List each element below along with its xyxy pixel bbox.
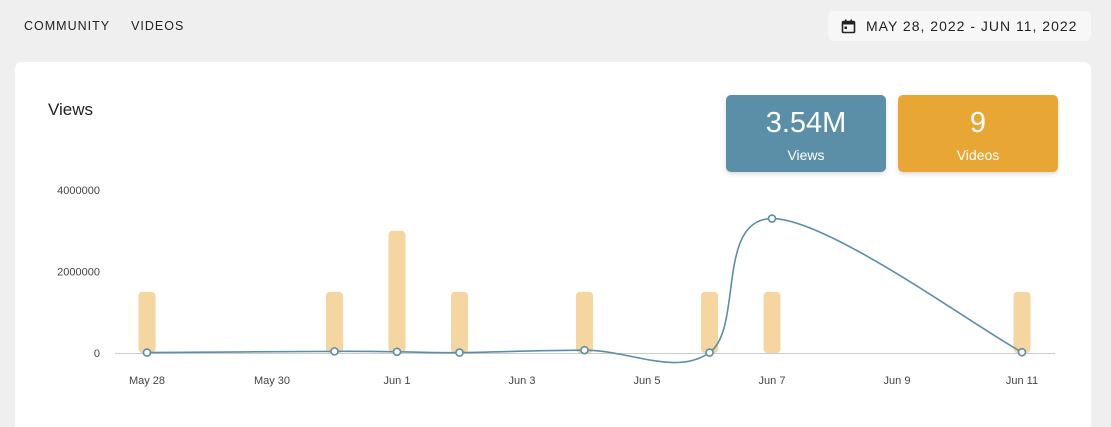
line-point (330, 347, 339, 356)
calendar-icon (841, 19, 856, 34)
views-stat-label: Views (787, 147, 825, 163)
date-range-picker[interactable]: MAY 28, 2022 - JUN 11, 2022 (828, 11, 1091, 41)
top-nav: COMMUNITY VIDEOS (24, 19, 184, 33)
x-tick-label: Jun 11 (1006, 375, 1038, 387)
x-tick-label: Jun 1 (384, 375, 411, 387)
views-stat-tile: 3.54M Views (726, 95, 886, 172)
line-point (1017, 347, 1027, 357)
views-card: Views 3.54M Views 9 Videos 0 2000000 40000… (15, 62, 1091, 427)
y-tick-label: 4000000 (57, 185, 100, 197)
bar (701, 291, 718, 353)
line-point (142, 348, 152, 357)
x-tick-label: Jun 3 (509, 375, 536, 387)
line-point (767, 214, 777, 223)
views-stat-value: 3.54M (765, 107, 847, 139)
bar (763, 291, 781, 353)
videos-stat-tile: 9 Videos (898, 95, 1058, 172)
bar (388, 230, 406, 353)
nav-link-videos[interactable]: VIDEOS (131, 19, 185, 33)
date-range-label: MAY 28, 2022 - JUN 11, 2022 (866, 18, 1078, 34)
line-point (392, 347, 402, 357)
views-chart: 0 2000000 4000000 May 28 May 30 Jun 1 Jun 3 Jun… (57, 185, 1055, 387)
bar (138, 291, 156, 353)
bar (576, 291, 593, 353)
line-point (455, 348, 464, 357)
x-tick-label: Jun 9 (884, 375, 911, 387)
x-tick-label: May 30 (254, 375, 290, 387)
x-tick-label: Jun 7 (759, 375, 786, 387)
y-tick-label: 2000000 (57, 267, 100, 279)
nav-link-community[interactable]: COMMUNITY (24, 19, 111, 33)
x-tick-label: May 28 (129, 375, 165, 387)
y-tick-label: 0 (94, 348, 100, 360)
videos-stat-value: 9 (969, 107, 987, 139)
videos-stat-label: Videos (956, 147, 1000, 163)
card-title: Views (48, 100, 94, 119)
x-tick-label: Jun 5 (634, 375, 661, 387)
bar (1013, 291, 1031, 353)
line-point (705, 348, 714, 357)
bar (451, 291, 468, 353)
line-point (580, 345, 589, 355)
bar (326, 291, 343, 353)
